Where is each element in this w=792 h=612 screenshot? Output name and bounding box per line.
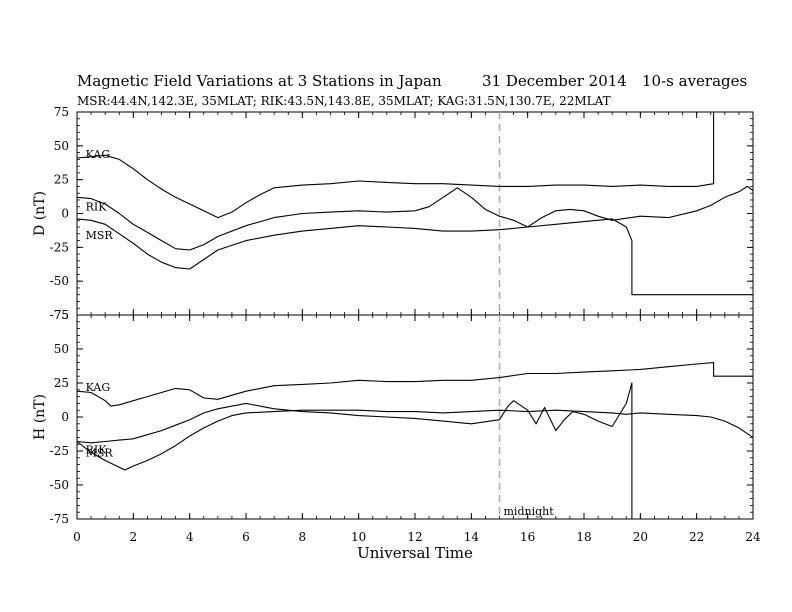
- series-rik-d: [76, 185, 754, 251]
- y-tick-label: 50: [54, 342, 69, 356]
- y-axis-label: H (nT): [32, 394, 48, 440]
- y-tick-label: -50: [50, 478, 69, 492]
- y-tick-label: 25: [54, 173, 69, 187]
- x-tick-label: 2: [130, 530, 138, 544]
- station-label-kag: KAG: [86, 381, 111, 394]
- chart-date: 31 December 2014: [482, 72, 627, 90]
- y-tick-label: -75: [50, 308, 69, 322]
- x-tick-label: 16: [520, 530, 535, 544]
- y-tick-label: 0: [61, 410, 69, 424]
- series-kag-d: [76, 111, 753, 219]
- x-axis-label: Universal Time: [357, 544, 473, 562]
- y-tick-label: -25: [50, 444, 69, 458]
- x-tick-label: 0: [73, 530, 81, 544]
- x-tick-label: 4: [186, 530, 194, 544]
- x-tick-label: 14: [464, 530, 480, 544]
- y-tick-label: 0: [61, 207, 69, 221]
- y-tick-label: 25: [54, 376, 69, 390]
- x-tick-label: 6: [242, 530, 250, 544]
- panel-frame: [76, 314, 754, 520]
- x-tick-label: 8: [299, 530, 307, 544]
- panel-frame: [76, 111, 754, 316]
- x-tick-label: 10: [351, 530, 366, 544]
- y-tick-label: -75: [50, 512, 69, 526]
- station-label-kag: KAG: [86, 148, 111, 161]
- y-tick-label: -50: [50, 274, 69, 288]
- series-rik-h: [76, 382, 753, 520]
- series-kag-h: [76, 362, 753, 407]
- y-tick-label: -25: [50, 240, 69, 254]
- y-tick-label: 50: [54, 139, 69, 153]
- y-tick-label: 75: [54, 105, 69, 119]
- y-axis-label: D (nT): [32, 191, 48, 236]
- x-tick-label: 18: [576, 530, 591, 544]
- x-tick-label: 20: [633, 530, 648, 544]
- x-tick-label: 12: [407, 530, 422, 544]
- panel-D: -75 -50 -25 0 25 50 75 D (nT) KAG RIK MSR: [32, 105, 754, 322]
- chart-title: Magnetic Field Variations at 3 Stations …: [77, 72, 442, 90]
- y-tick-label: 75: [54, 308, 69, 322]
- x-tick-label: 22: [689, 530, 704, 544]
- midnight-annotation: midnight: [504, 505, 555, 518]
- station-label-rik: RIK: [86, 201, 108, 214]
- chart-averaging: 10-s averages: [642, 72, 748, 90]
- station-label-msr: MSR: [86, 446, 114, 459]
- x-tick-label: 24: [745, 530, 761, 544]
- station-label-rik: RIK: [86, 444, 108, 457]
- series-msr-h: [76, 409, 754, 471]
- station-label-msr: MSR: [86, 229, 114, 242]
- series-msr-d: [76, 218, 753, 296]
- chart-subtitle: MSR:44.4N,142.3E, 35MLAT; RIK:43.5N,143.…: [77, 94, 611, 108]
